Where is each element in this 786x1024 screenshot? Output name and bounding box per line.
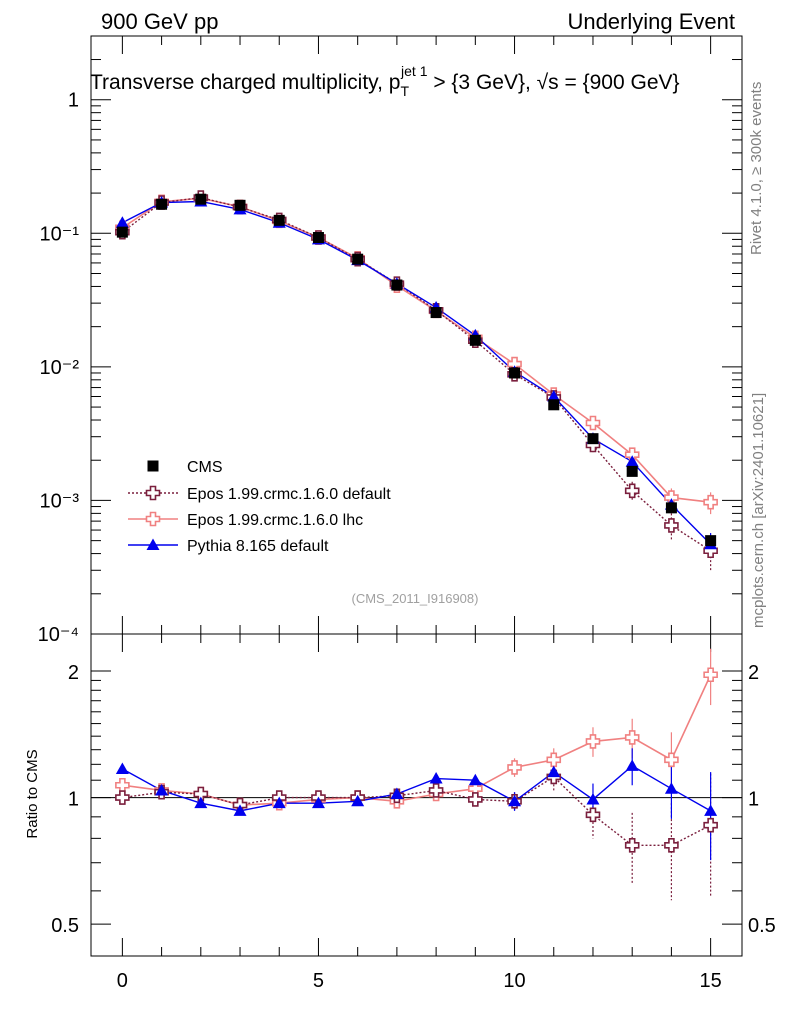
cms-data-point bbox=[469, 334, 481, 346]
epos_default-ratio-line bbox=[122, 776, 711, 847]
x-tick-label: 0 bbox=[117, 970, 128, 992]
ratio-y-tick-label-right: 1 bbox=[748, 789, 759, 811]
mcplots-label: mcplots.cern.ch [arXiv:2401.10621] bbox=[750, 393, 767, 628]
pythia-data-point bbox=[625, 455, 639, 467]
cms-data-point bbox=[509, 367, 521, 379]
cms-data-point bbox=[273, 214, 285, 226]
y-tick-label: 10⁻³ bbox=[40, 490, 80, 512]
pythia-series-line bbox=[122, 200, 712, 545]
title-main: Transverse charged multiplicity, p bbox=[90, 71, 400, 94]
pythia-ratio-point bbox=[547, 765, 561, 778]
ratio-plot-area: 0.5 0.5 1 1 2 2 0 5 10 15 bbox=[51, 634, 776, 992]
header-left: 900 GeV pp bbox=[101, 9, 218, 34]
main-plot-area: 1 10⁻¹ 10⁻² 10⁻³ 10⁻⁴ bbox=[38, 35, 742, 646]
pythia-ratio-point bbox=[625, 759, 639, 771]
y-tick-label: 10⁻² bbox=[40, 357, 80, 379]
cms-data-point bbox=[312, 232, 324, 244]
cms-data-point bbox=[665, 502, 677, 514]
x-tick-label: 15 bbox=[700, 970, 722, 992]
epos_lhc-ratio-point bbox=[585, 734, 601, 749]
ratio-y-tick-label: 1 bbox=[68, 789, 79, 811]
ratio-y-tick-label: 0.5 bbox=[51, 915, 79, 937]
cms-data-point bbox=[587, 433, 599, 445]
epos_default-ratio-point bbox=[468, 792, 483, 807]
legend-pythia-label: Pythia 8.165 default bbox=[187, 538, 329, 555]
pythia-ratio-point bbox=[429, 772, 443, 784]
analysis-id: (CMS_2011_I916908) bbox=[352, 591, 479, 606]
pythia-ratio-point bbox=[390, 787, 404, 799]
epos_lhc-ratio-point bbox=[703, 667, 718, 683]
cms-data-point bbox=[548, 399, 560, 411]
cms-data-point bbox=[352, 253, 364, 265]
ratio-y-tick-label-right: 2 bbox=[748, 662, 759, 684]
pythia-ratio-point bbox=[351, 794, 365, 807]
y-tick-label: 10⁻¹ bbox=[40, 223, 80, 245]
pythia-data-point bbox=[115, 216, 129, 228]
epos_default-series-line bbox=[121, 196, 712, 552]
pythia-ratio-point bbox=[194, 796, 208, 809]
pythia-ratio-point bbox=[155, 783, 169, 796]
pythia-ratio-point bbox=[311, 796, 325, 809]
epos_lhc-data-point bbox=[585, 415, 601, 431]
cms-data-point bbox=[391, 279, 403, 291]
cms-data-point bbox=[156, 198, 168, 210]
epos_lhc-ratio-point bbox=[507, 760, 522, 775]
epos_default-ratio-point bbox=[428, 783, 444, 798]
legend-epos_lhc-marker bbox=[145, 511, 161, 527]
pythia-ratio-point bbox=[664, 782, 678, 794]
header-right: Underlying Event bbox=[567, 9, 735, 34]
epos_lhc-ratio-point bbox=[546, 752, 562, 768]
title-subscript: T bbox=[400, 83, 409, 99]
pythia-ratio-point bbox=[704, 804, 718, 816]
legend-cms-label: CMS bbox=[187, 459, 223, 476]
legend-cms-marker bbox=[147, 460, 159, 472]
cms-data-point bbox=[116, 226, 128, 238]
pythia-ratio-point bbox=[586, 792, 600, 805]
title-superscript: jet 1 bbox=[400, 63, 428, 79]
epos_default-ratio-point bbox=[703, 817, 718, 833]
epos_lhc-ratio-point bbox=[115, 777, 130, 793]
epos_lhc-ratio-point bbox=[664, 752, 679, 768]
ratio-plot-frame bbox=[90, 633, 743, 957]
cms-data-point bbox=[195, 193, 207, 205]
epos_default-ratio-point bbox=[624, 838, 640, 853]
epos_default-ratio-point bbox=[115, 790, 130, 805]
pythia-ratio-point bbox=[468, 773, 482, 786]
y-tick-label: 1 bbox=[68, 90, 79, 112]
pythia-ratio-point bbox=[115, 762, 129, 774]
title-rest: > {3 GeV}, √s = {900 GeV} bbox=[427, 71, 679, 94]
x-tick-label: 5 bbox=[313, 970, 324, 992]
rivet-label: Rivet 4.1.0, ≥ 300k events bbox=[748, 82, 765, 255]
legend-pythia-marker bbox=[146, 538, 160, 550]
epos_default-data-point bbox=[664, 518, 679, 533]
cms-data-point bbox=[234, 199, 246, 211]
cms-data-point bbox=[626, 465, 638, 477]
epos_lhc-ratio-line bbox=[122, 674, 712, 806]
epos_lhc-ratio-point bbox=[624, 730, 640, 745]
epos_default-ratio-point bbox=[585, 807, 601, 823]
y-tick-label: 10⁻⁴ bbox=[38, 624, 79, 646]
pythia-ratio-point bbox=[233, 804, 247, 816]
epos_default-ratio-point bbox=[664, 838, 679, 853]
epos_default-ratio-point bbox=[193, 786, 209, 802]
legend-epos_default-marker bbox=[145, 485, 161, 501]
pythia-ratio-line bbox=[122, 764, 711, 812]
pythia-data-point bbox=[547, 389, 561, 402]
ratio-y-tick-label-right: 0.5 bbox=[748, 915, 776, 937]
legend: CMS Epos 1.99.crmc.1.6.0 default Epos 1.99… bbox=[128, 459, 391, 555]
pythia-ratio-point bbox=[508, 794, 522, 807]
legend-epos_lhc-label: Epos 1.99.crmc.1.6.0 lhc bbox=[187, 512, 363, 529]
ratio-ylabel: Ratio to CMS bbox=[24, 749, 41, 838]
epos_lhc-data-point bbox=[703, 494, 718, 510]
x-tick-label: 10 bbox=[503, 970, 525, 992]
epos_default-data-point bbox=[624, 483, 640, 499]
plot-title: Transverse charged multiplicity, pTjet 1… bbox=[90, 63, 680, 99]
cms-data-point bbox=[705, 535, 717, 547]
pythia-ratio-point bbox=[272, 796, 286, 809]
legend-epos_default-label: Epos 1.99.crmc.1.6.0 default bbox=[187, 486, 391, 503]
ratio-y-tick-label: 2 bbox=[68, 662, 79, 684]
cms-data-point bbox=[430, 307, 442, 319]
